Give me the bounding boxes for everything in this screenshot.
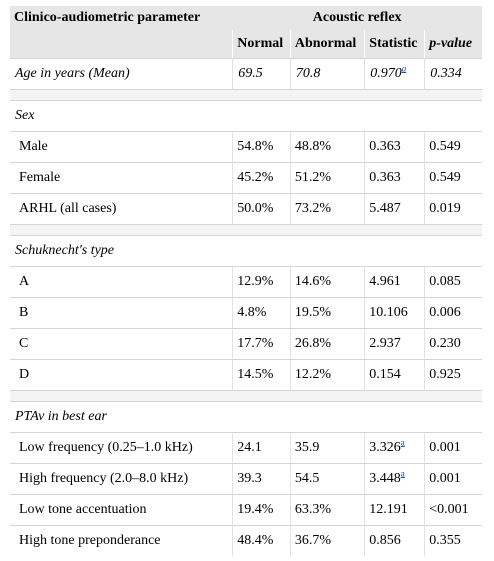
cell-statistic: 3.326a <box>364 432 425 463</box>
cell-statistic: 10.106 <box>364 297 425 328</box>
row-label: C <box>10 328 233 359</box>
param-column-header: Clinico-audiometric parameter <box>10 6 233 30</box>
acoustic-reflex-group-header: Acoustic reflex <box>232 6 482 30</box>
cell-normal: 45.2% <box>232 162 290 193</box>
cell-p-value: 0.925 <box>424 359 482 390</box>
cell-normal: 50.0% <box>232 193 290 224</box>
table-spacer <box>10 224 482 235</box>
cell-statistic: 3.448a <box>364 463 425 494</box>
table-row: A 12.9% 14.6% 4.961 0.085 <box>10 266 482 297</box>
row-label: B <box>10 297 233 328</box>
cell-normal: 24.1 <box>232 432 290 463</box>
table-row: D 14.5% 12.2% 0.154 0.925 <box>10 359 482 390</box>
cell-statistic: 2.937 <box>364 328 425 359</box>
footnote-link[interactable]: a <box>401 63 407 74</box>
normal-column-header: Normal <box>232 30 290 58</box>
table-header-row-1: Clinico-audiometric parameter Acoustic r… <box>10 6 482 30</box>
table-spacer <box>10 89 482 100</box>
abnormal-column-header: Abnormal <box>289 30 365 58</box>
row-label: Low frequency (0.25–1.0 kHz) <box>10 432 233 463</box>
cell-statistic: 12.191 <box>364 494 425 525</box>
row-label: Low tone accentuation <box>10 494 233 525</box>
cell-abnormal: 63.3% <box>289 494 365 525</box>
cell-normal: 69.5 <box>232 58 290 89</box>
cell-statistic: 0.970a <box>364 58 425 89</box>
cell-p-value: 0.001 <box>424 432 482 463</box>
acoustic-reflex-table: Clinico-audiometric parameter Acoustic r… <box>10 6 482 556</box>
cell-p-value: 0.001 <box>424 463 482 494</box>
empty-header-cell <box>10 30 233 58</box>
table-row: C 17.7% 26.8% 2.937 0.230 <box>10 328 482 359</box>
table-row: Low tone accentuation 19.4% 63.3% 12.191… <box>10 494 482 525</box>
table-row-age: Age in years (Mean) 69.5 70.8 0.970a 0.3… <box>10 58 482 89</box>
cell-abnormal: 19.5% <box>289 297 365 328</box>
table-header-row-2: Normal Abnormal Statistic p-value <box>10 30 482 58</box>
cell-normal: 12.9% <box>232 266 290 297</box>
cell-p-value: 0.019 <box>424 193 482 224</box>
row-label: A <box>10 266 233 297</box>
cell-p-value: 0.355 <box>424 525 482 556</box>
table-spacer <box>10 390 482 401</box>
footnote-link[interactable]: a <box>400 468 405 479</box>
table-row: High tone preponderance 48.4% 36.7% 0.85… <box>10 525 482 556</box>
row-label: Male <box>10 131 233 162</box>
cell-normal: 14.5% <box>232 359 290 390</box>
cell-p-value: 0.549 <box>424 162 482 193</box>
cell-normal: 39.3 <box>232 463 290 494</box>
table-row: Male 54.8% 48.8% 0.363 0.549 <box>10 131 482 162</box>
table-row: ARHL (all cases) 50.0% 73.2% 5.487 0.019 <box>10 193 482 224</box>
cell-normal: 19.4% <box>232 494 290 525</box>
cell-abnormal: 12.2% <box>289 359 365 390</box>
table-row: B 4.8% 19.5% 10.106 0.006 <box>10 297 482 328</box>
table-row: High frequency (2.0–8.0 kHz) 39.3 54.5 3… <box>10 463 482 494</box>
cell-normal: 17.7% <box>232 328 290 359</box>
cell-abnormal: 35.9 <box>289 432 365 463</box>
cell-normal: 54.8% <box>232 131 290 162</box>
cell-abnormal: 70.8 <box>289 58 365 89</box>
section-label-schuknecht: Schuknecht's type <box>10 235 482 266</box>
cell-abnormal: 36.7% <box>289 525 365 556</box>
cell-p-value: 0.230 <box>424 328 482 359</box>
table-row: Female 45.2% 51.2% 0.363 0.549 <box>10 162 482 193</box>
cell-abnormal: 14.6% <box>289 266 365 297</box>
footnote-link[interactable]: a <box>400 437 405 448</box>
cell-normal: 48.4% <box>232 525 290 556</box>
cell-statistic: 0.363 <box>364 162 425 193</box>
cell-p-value: <0.001 <box>424 494 482 525</box>
cell-statistic: 0.856 <box>364 525 425 556</box>
cell-p-value: 0.006 <box>424 297 482 328</box>
cell-statistic: 4.961 <box>364 266 425 297</box>
row-label: ARHL (all cases) <box>10 193 233 224</box>
cell-statistic: 5.487 <box>364 193 425 224</box>
p-value-column-header: p-value <box>424 30 482 58</box>
cell-normal: 4.8% <box>232 297 290 328</box>
row-label: High frequency (2.0–8.0 kHz) <box>10 463 233 494</box>
cell-abnormal: 26.8% <box>289 328 365 359</box>
row-label: Age in years (Mean) <box>10 58 233 89</box>
cell-statistic: 0.154 <box>364 359 425 390</box>
statistic-column-header: Statistic <box>364 30 425 58</box>
cell-abnormal: 51.2% <box>289 162 365 193</box>
cell-statistic: 0.363 <box>364 131 425 162</box>
row-label: High tone preponderance <box>10 525 233 556</box>
cell-p-value: 0.549 <box>424 131 482 162</box>
row-label: D <box>10 359 233 390</box>
cell-abnormal: 54.5 <box>289 463 365 494</box>
cell-abnormal: 48.8% <box>289 131 365 162</box>
section-label-ptav: PTAv in best ear <box>10 401 482 432</box>
row-label: Female <box>10 162 233 193</box>
cell-p-value: 0.085 <box>424 266 482 297</box>
cell-abnormal: 73.2% <box>289 193 365 224</box>
section-label-sex: Sex <box>10 100 482 131</box>
cell-p-value: 0.334 <box>424 58 482 89</box>
table-row: Low frequency (0.25–1.0 kHz) 24.1 35.9 3… <box>10 432 482 463</box>
